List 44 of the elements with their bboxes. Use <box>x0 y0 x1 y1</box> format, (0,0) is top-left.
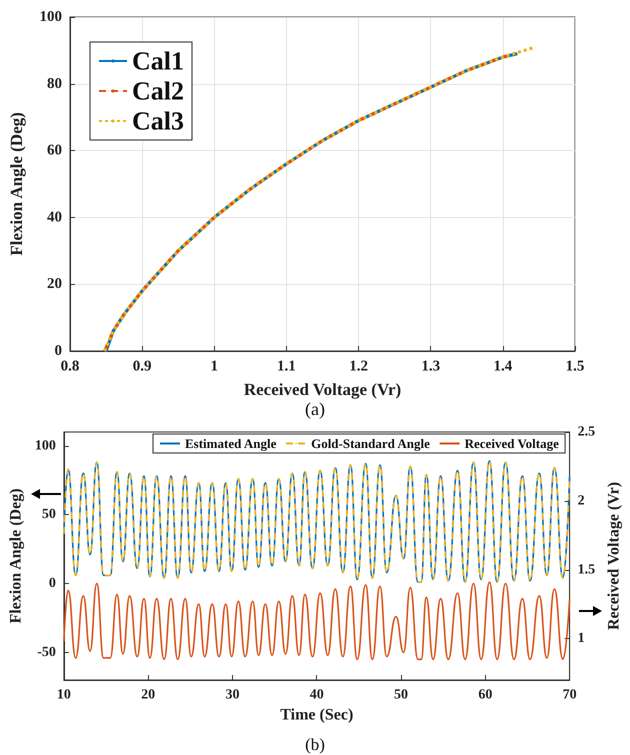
x-tick-label: 1.3 <box>421 358 440 374</box>
text: (b) <box>305 735 325 754</box>
x-tick-label: 1.1 <box>277 358 296 374</box>
y-tick-label: 80 <box>47 76 62 92</box>
y-tick-label: 0 <box>54 343 62 359</box>
y-tick-label: 40 <box>47 209 62 226</box>
y-tick-label: 60 <box>47 142 62 159</box>
x-tick-label: 0.9 <box>132 358 152 374</box>
x-tick-label: 1.4 <box>493 358 513 374</box>
x-axis-title: Received Voltage (Vr) <box>244 380 402 399</box>
y-axis-title: Flexion Angle (Deg) <box>7 112 26 256</box>
legend-label: Cal1 <box>132 46 184 76</box>
y2-tick-label: 2 <box>578 493 585 508</box>
legend-label: Cal2 <box>132 76 184 106</box>
line-series <box>63 581 570 660</box>
y2-tick-label: 1.5 <box>578 562 596 578</box>
x-tick-label: 1.2 <box>349 358 368 374</box>
y-tick-label: 100 <box>34 438 56 454</box>
x-axis-title: Time (Sec) <box>280 706 354 724</box>
y-tick-label: 20 <box>47 276 62 292</box>
legend-label: Gold-Standard Angle <box>311 436 430 451</box>
line-series <box>63 460 570 583</box>
x-tick-label: 1 <box>210 358 218 374</box>
x-tick-label: 30 <box>225 688 240 702</box>
x-tick-label: 20 <box>141 688 156 702</box>
y2-tick-label: 2.5 <box>578 424 596 440</box>
text: (a) <box>305 399 325 419</box>
y-tick-label: 0 <box>48 576 56 592</box>
y-tick-label: 100 <box>40 9 62 25</box>
y-axis-title: Flexion Angle (Deg) <box>8 488 24 624</box>
x-tick-label: 60 <box>478 688 492 702</box>
legend-label: Estimated Angle <box>185 436 277 451</box>
y2-axis-title: Received Voltage (Vr) <box>606 482 622 630</box>
y2-tick-label: 1 <box>578 631 585 646</box>
x-tick-label: 1.5 <box>566 358 584 374</box>
y-tick-label: -50 <box>37 644 56 660</box>
x-tick-label: 0.8 <box>60 358 80 374</box>
legend-label: Received Voltage <box>464 436 560 451</box>
y-tick-label: 50 <box>42 507 56 522</box>
legend-label: Cal3 <box>132 106 184 136</box>
x-tick-label: 50 <box>394 688 408 702</box>
x-tick-label: 70 <box>562 688 577 702</box>
x-tick-label: 10 <box>56 688 71 702</box>
x-tick-label: 40 <box>310 688 324 702</box>
